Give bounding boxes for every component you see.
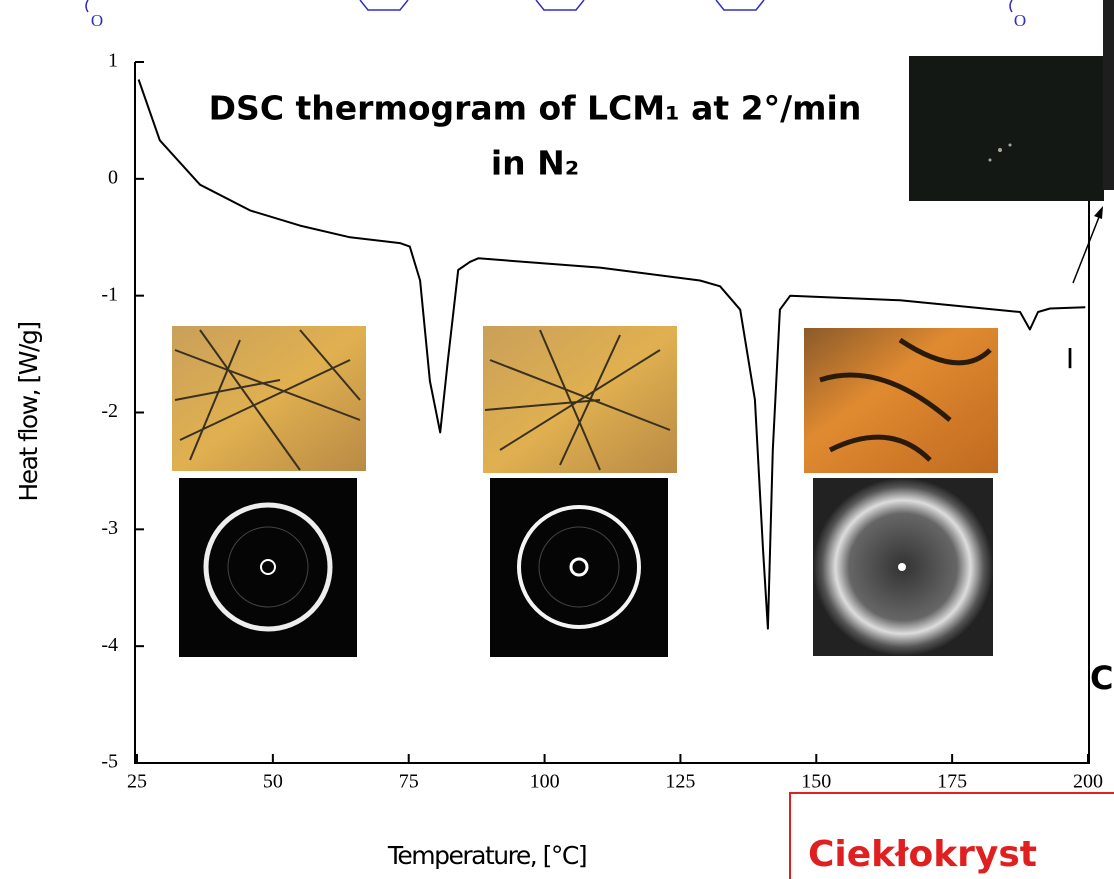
structure [86,0,1012,12]
x-tick-label: 175 [937,771,967,793]
atom-label: O [1014,11,1026,30]
micrograph [172,326,366,471]
atom-label: O [91,11,103,30]
chart-title: in N₂ [491,144,579,183]
micrograph [804,328,998,473]
annotation: C [1090,659,1113,697]
x-tick-label: 25 [127,771,147,793]
y-tick-label: -5 [101,751,118,773]
annotation: I [1066,342,1074,375]
x-tick-label: 75 [399,771,419,793]
diffraction-pattern [490,478,668,657]
y-tick-label: 0 [108,166,118,188]
diffraction-pattern [179,478,357,657]
caption: Ciekłokryst [808,834,1037,875]
x-tick-label: 50 [263,771,283,793]
y-axis-label: Heat flow, [W/g] [14,322,43,501]
chart-title: DSC thermogram of LCM₁ at 2°/min [209,89,862,128]
x-tick-label: 125 [665,771,695,793]
diffraction-pattern [813,478,993,656]
y-tick-label: -1 [101,283,118,305]
y-tick-label: -4 [101,634,118,656]
y-tick-label: 1 [108,50,118,72]
chart: O O DSC thermogram of LCM₁ at 2°/min in … [0,0,1114,879]
photo [909,0,1114,201]
x-tick-label: 100 [530,771,560,793]
micrograph [483,326,677,473]
x-tick-label: 150 [801,771,831,793]
arrow [1073,212,1101,283]
y-tick-label: -2 [101,400,118,422]
y-tick-label: -3 [101,517,118,539]
x-tick-label: 200 [1073,771,1103,793]
arrow-head [1094,206,1103,219]
x-axis-label: Temperature, [°C] [387,841,586,870]
